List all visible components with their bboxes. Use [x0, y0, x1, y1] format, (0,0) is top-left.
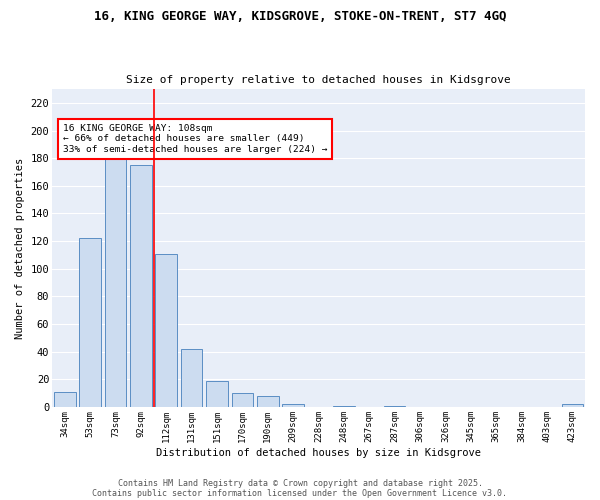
Bar [562, 404, 583, 407]
Text: 16, KING GEORGE WAY, KIDSGROVE, STOKE-ON-TRENT, ST7 4GQ: 16, KING GEORGE WAY, KIDSGROVE, STOKE-ON… [94, 10, 506, 23]
Bar [130, 165, 152, 407]
Title: Size of property relative to detached houses in Kidsgrove: Size of property relative to detached ho… [126, 76, 511, 86]
Bar [232, 393, 253, 407]
Text: Contains public sector information licensed under the Open Government Licence v3: Contains public sector information licen… [92, 488, 508, 498]
Bar [79, 238, 101, 407]
X-axis label: Distribution of detached houses by size in Kidsgrove: Distribution of detached houses by size … [156, 448, 481, 458]
Bar [257, 396, 278, 407]
Bar [384, 406, 406, 407]
Bar [54, 392, 76, 407]
Y-axis label: Number of detached properties: Number of detached properties [15, 158, 25, 338]
Text: 16 KING GEORGE WAY: 108sqm
← 66% of detached houses are smaller (449)
33% of sem: 16 KING GEORGE WAY: 108sqm ← 66% of deta… [63, 124, 327, 154]
Bar [333, 406, 355, 407]
Bar [206, 380, 228, 407]
Bar [181, 349, 202, 407]
Bar [105, 158, 127, 407]
Bar [283, 404, 304, 407]
Bar [155, 254, 177, 407]
Text: Contains HM Land Registry data © Crown copyright and database right 2025.: Contains HM Land Registry data © Crown c… [118, 478, 482, 488]
